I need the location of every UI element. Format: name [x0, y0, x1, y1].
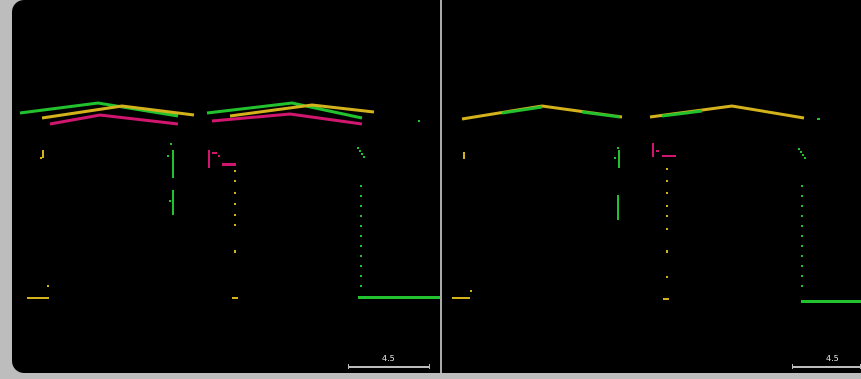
wall-points: [357, 147, 440, 299]
roof-line-yellow: [649, 104, 805, 120]
scale-bar: [792, 364, 861, 369]
point-cluster: [208, 150, 236, 168]
point-cloud-viewer: 4.5: [12, 0, 861, 373]
point-cluster: [614, 147, 620, 220]
point-cluster: [652, 143, 676, 157]
roof-line-green: [581, 110, 621, 119]
left-view-panel[interactable]: 4.5: [12, 0, 440, 373]
point-cluster: [27, 150, 49, 299]
point-column: [232, 170, 238, 299]
scale-bar: [348, 364, 430, 369]
point-cluster: [167, 143, 174, 215]
roof-line-green: [206, 101, 363, 120]
scale-label: 4.5: [826, 354, 839, 363]
roof-line-green: [661, 109, 703, 118]
wall-points: [798, 148, 861, 303]
point-cluster: [452, 152, 472, 299]
panel-divider[interactable]: [440, 0, 442, 373]
scale-label: 4.5: [382, 354, 395, 363]
right-point-cloud: [452, 104, 861, 303]
roof-line-yellow: [229, 103, 375, 118]
point-column: [663, 168, 669, 300]
roof-line-yellow: [41, 104, 195, 120]
left-point-cloud: [19, 101, 440, 299]
roof-line-magenta: [211, 112, 363, 126]
right-view-panel[interactable]: 4.5: [442, 0, 861, 373]
roof-line-magenta: [49, 113, 179, 126]
roof-line-green: [19, 101, 179, 118]
roof-line-green: [501, 105, 543, 115]
